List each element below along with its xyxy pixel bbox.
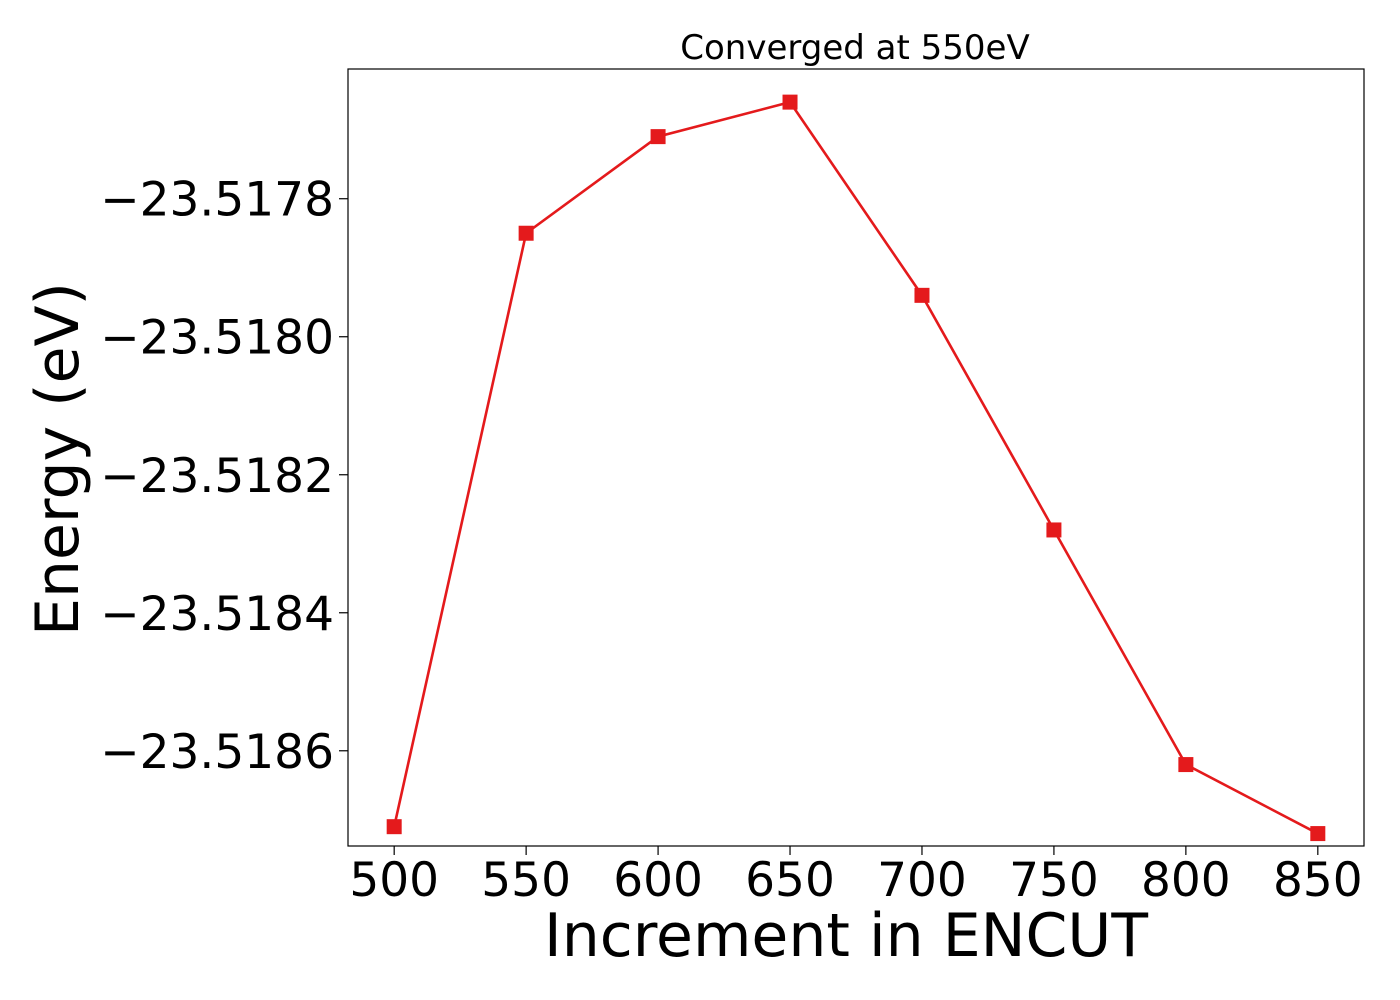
plot-area-frame [347, 68, 1365, 847]
data-point-marker [782, 94, 798, 110]
data-point-marker [1046, 522, 1062, 538]
series-line [392, 100, 1319, 835]
x-tick-label: 850 [1273, 853, 1363, 908]
chart-title: Converged at 550eV [680, 28, 1029, 68]
x-tick-label: 550 [481, 853, 571, 908]
y-tick-label: −23.5180 [100, 311, 334, 366]
x-axis-ticks: 500 550 600 650 700 750 800 850 [349, 846, 1363, 908]
x-tick-label: 700 [877, 853, 967, 908]
data-point-marker [1178, 757, 1194, 773]
x-tick-label: 800 [1141, 853, 1231, 908]
y-tick-label: −23.5182 [100, 449, 334, 504]
y-tick-label: −23.5178 [100, 173, 334, 228]
x-tick-label: 650 [745, 853, 835, 908]
data-point-marker [914, 287, 930, 303]
y-axis-ticks: −23.5178 −23.5180 −23.5182 −23.5184 −23.5186 [100, 173, 348, 780]
x-axis-label: Increment in ENCUT [544, 901, 1148, 971]
data-point-marker [1310, 826, 1326, 842]
series-layer [386, 94, 1326, 842]
data-point-marker [386, 819, 402, 835]
data-point-marker [650, 129, 666, 145]
y-tick-label: −23.5186 [100, 725, 334, 780]
x-tick-label: 500 [349, 853, 439, 908]
y-tick-label: −23.5184 [100, 587, 334, 642]
x-tick-label: 750 [1009, 853, 1099, 908]
x-tick-label: 600 [613, 853, 703, 908]
y-axis-label: Energy (eV) [23, 282, 93, 636]
data-point-marker [518, 225, 534, 241]
